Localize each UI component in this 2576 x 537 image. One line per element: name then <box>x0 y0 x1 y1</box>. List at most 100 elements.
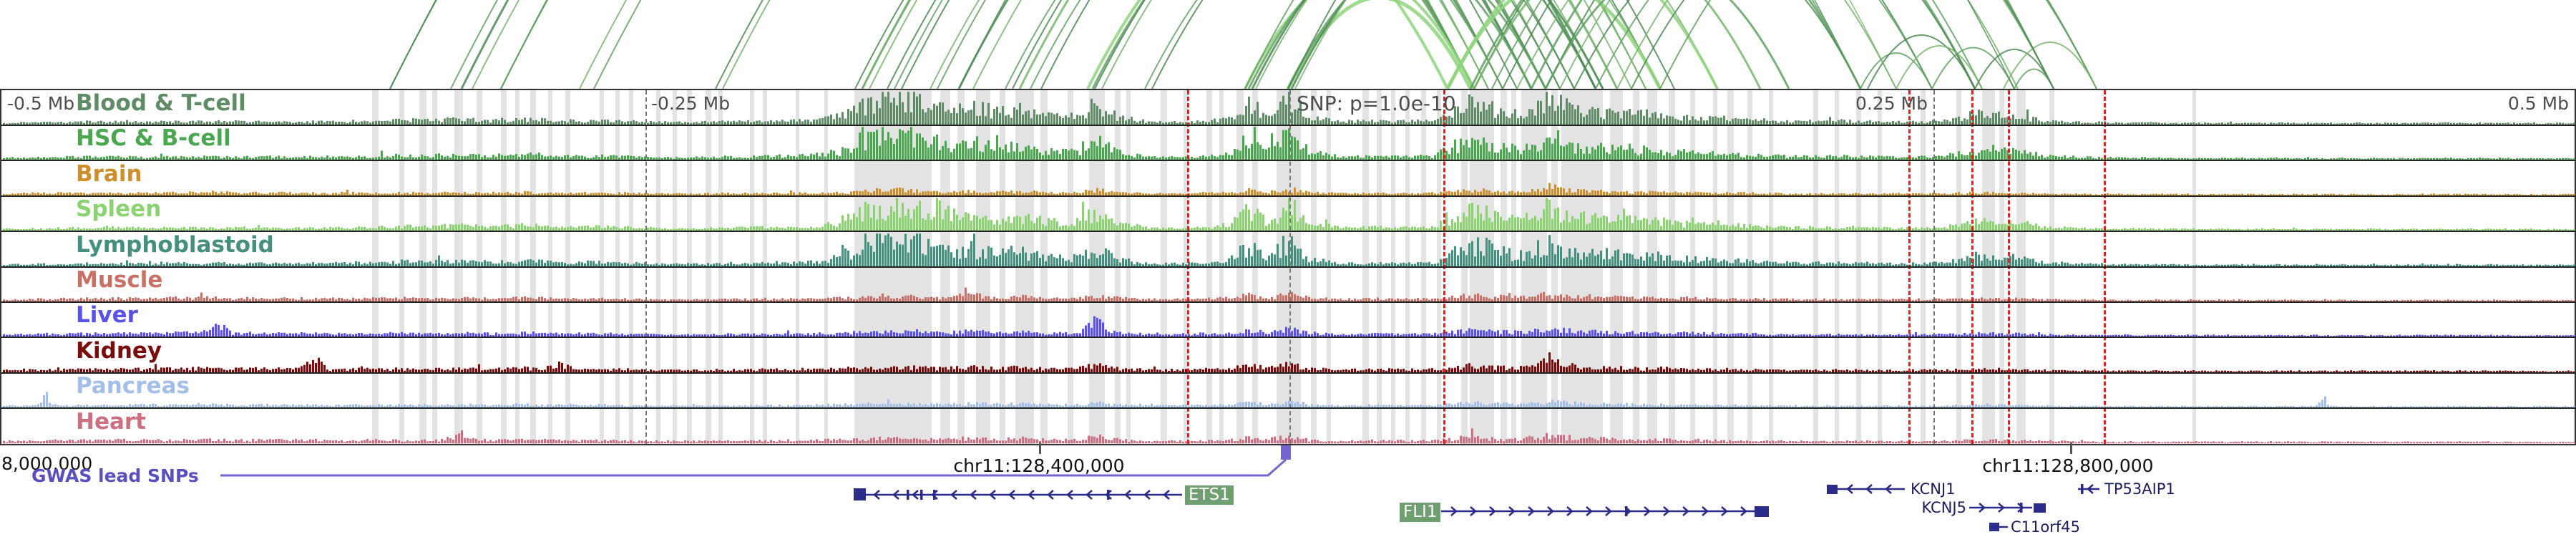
interaction-arc <box>1559 0 2019 89</box>
signal-tracks-area: -0.5 Mb -0.25 Mb SNP: p=1.0e-10 0.25 Mb … <box>0 89 2576 445</box>
signal-plot <box>3 92 2575 125</box>
interaction-arc <box>2003 42 2097 89</box>
coordinate-tick-mid <box>1039 442 1041 454</box>
track-row-spleen: Spleen <box>1 196 2576 231</box>
gene-glyph-kcnj1 <box>1827 484 1905 494</box>
signal-area <box>3 198 2575 231</box>
gene-glyph-c11orf45 <box>1989 523 2008 531</box>
interaction-arc <box>1896 45 1983 89</box>
axis-label-plus-half: 0.5 Mb <box>2507 93 2569 114</box>
signal-plot <box>3 233 2575 266</box>
track-separator <box>1 231 2576 233</box>
gene-label-ets1: ETS1 <box>1185 485 1234 505</box>
signal-area <box>3 427 2575 443</box>
signal-area <box>3 352 2575 372</box>
interaction-arc <box>854 0 1475 89</box>
interaction-arc <box>389 0 1546 89</box>
track-row-heart: Heart <box>1 409 2576 444</box>
signal-plot <box>3 316 2575 337</box>
track-separator <box>1 372 2576 374</box>
track-row-lymphoblastoid: Lymphoblastoid <box>1 232 2576 267</box>
interaction-arc <box>1502 0 2054 89</box>
coordinate-tick-right <box>2070 442 2072 454</box>
gene-label-c11orf45: C11orf45 <box>2011 518 2080 536</box>
signal-area <box>3 233 2575 266</box>
interaction-arc <box>1574 0 1861 89</box>
signal-area <box>3 392 2575 408</box>
signal-area <box>3 92 2575 125</box>
axis-label-plus-quarter: 0.25 Mb <box>1855 93 1928 114</box>
interaction-arc <box>579 0 1561 89</box>
track-row-liver: Liver <box>1 302 2576 337</box>
interaction-arcs-canvas <box>389 0 2097 89</box>
gene-label-kcnj5: KCNJ5 <box>1921 499 1966 516</box>
gwas-lead-snps-label: GWAS lead SNPs <box>31 465 199 486</box>
track-row-pancreas: Pancreas <box>1 373 2576 408</box>
axis-label-minus-quarter: -0.25 Mb <box>651 93 731 114</box>
track-separator <box>1 124 2576 126</box>
interaction-arc <box>1931 47 2015 89</box>
interaction-arc <box>593 0 1489 89</box>
track-row-hsc-b-cell: HSC & B-cell <box>1 125 2576 160</box>
track-separator <box>1 160 2576 162</box>
track-separator <box>1 337 2576 339</box>
track-label: Liver <box>76 302 138 329</box>
track-label: Blood & T-cell <box>76 90 246 116</box>
track-label: HSC & B-cell <box>76 125 231 152</box>
gene-label-kcnj1: KCNJ1 <box>1911 480 1956 498</box>
signal-area <box>3 287 2575 302</box>
track-label: Muscle <box>76 267 163 293</box>
interaction-arc <box>972 0 1646 89</box>
track-row-brain: Brain <box>1 161 2576 196</box>
signal-plot <box>3 427 2575 443</box>
track-label: Lymphoblastoid <box>76 231 274 258</box>
signal-plot <box>3 183 2575 195</box>
signal-area <box>3 183 2575 195</box>
interaction-arc <box>1544 0 1790 89</box>
track-separator <box>1 266 2576 268</box>
coordinate-mid: chr11:128,400,000 <box>953 455 1125 476</box>
gene-glyph-tp53aip1 <box>2078 484 2099 494</box>
interaction-arc <box>722 0 1618 89</box>
track-row-kidney: Kidney <box>1 338 2576 373</box>
track-separator <box>1 301 2576 303</box>
track-label: Spleen <box>76 196 162 223</box>
signal-plot <box>3 287 2575 302</box>
interaction-arc <box>1251 0 1597 89</box>
interaction-arc <box>1469 0 1862 89</box>
signal-area <box>3 316 2575 337</box>
track-label: Brain <box>76 160 142 187</box>
gwas-callout-canvas <box>220 445 1291 477</box>
gene-glyphs-canvas <box>854 484 2099 531</box>
gene-label-tp53aip1: TP53AIP1 <box>2104 480 2175 498</box>
signal-area <box>3 127 2575 160</box>
interaction-arc <box>1446 0 1719 89</box>
track-row-blood-t-cell: Blood & T-cell <box>1 90 2576 125</box>
gene-glyph-fli1 <box>1441 506 1769 517</box>
interaction-arc <box>2014 68 2054 89</box>
gene-glyph-kcnj5 <box>1969 503 2046 513</box>
signal-plot <box>3 392 2575 408</box>
interaction-arc <box>1290 0 1604 89</box>
interaction-arc <box>1101 0 1604 89</box>
track-label: Heart <box>76 408 146 435</box>
interaction-arc <box>500 0 1532 89</box>
interaction-arc <box>1144 0 1503 89</box>
track-row-muscle: Muscle <box>1 267 2576 302</box>
track-label: Kidney <box>76 337 162 364</box>
signal-plot <box>3 127 2575 160</box>
interaction-arc <box>1595 0 1933 89</box>
interaction-arc <box>1867 34 1976 89</box>
gwas-lead-snp-marker <box>1281 445 1291 460</box>
snp-pvalue-label: SNP: p=1.0e-10 <box>1297 92 1456 115</box>
axis-label-minus-half: -0.5 Mb <box>7 93 75 114</box>
interaction-arc <box>1631 0 1976 89</box>
track-separator <box>1 407 2576 410</box>
interaction-arc <box>1974 49 2054 89</box>
coordinate-left: 8,000,000 <box>1 453 93 474</box>
track-separator <box>1 195 2576 197</box>
track-label: Pancreas <box>76 373 190 400</box>
interaction-arc <box>1473 0 1762 89</box>
interaction-arc <box>472 0 1475 89</box>
